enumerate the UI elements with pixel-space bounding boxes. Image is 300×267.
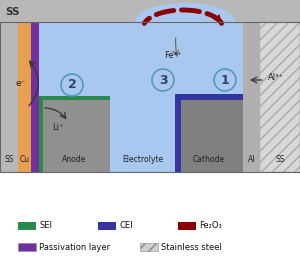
Text: Cu: Cu (20, 155, 30, 164)
Text: 2: 2 (68, 78, 76, 92)
Bar (175, 100, 181, 172)
Text: Stainless steel: Stainless steel (161, 242, 222, 252)
Bar (178, 222, 196, 230)
Text: 3: 3 (159, 73, 167, 87)
Bar (0, 22, 300, 172)
Text: SS: SS (4, 155, 14, 164)
Bar (98, 222, 116, 230)
Bar (39, 100, 43, 172)
Text: SEI: SEI (39, 222, 52, 230)
Text: CEI: CEI (119, 222, 133, 230)
Text: Fe₂O₃: Fe₂O₃ (199, 222, 222, 230)
Bar (243, 22, 260, 172)
Bar (260, 22, 300, 172)
Bar (140, 243, 158, 251)
Text: Li⁺: Li⁺ (52, 124, 64, 132)
Bar (175, 94, 243, 100)
Bar (18, 243, 36, 251)
Bar (18, 22, 31, 172)
Bar (39, 96, 110, 100)
Text: Electrolyte: Electrolyte (122, 155, 163, 164)
Bar (0, 22, 18, 172)
Bar (18, 222, 36, 230)
Bar (110, 164, 175, 172)
Text: 1: 1 (220, 73, 230, 87)
Text: Al³⁺: Al³⁺ (268, 73, 284, 83)
Text: Passivation layer: Passivation layer (39, 242, 110, 252)
Bar (175, 100, 243, 172)
Text: Cathode: Cathode (193, 155, 225, 164)
Bar (39, 22, 260, 100)
Text: Anode: Anode (62, 155, 87, 164)
Text: Al: Al (248, 155, 255, 164)
Text: SS: SS (5, 7, 19, 17)
Text: Fe³⁺: Fe³⁺ (164, 50, 182, 60)
Ellipse shape (135, 3, 235, 41)
Bar (31, 22, 39, 172)
Text: SS: SS (275, 155, 285, 164)
Text: e⁻: e⁻ (16, 78, 26, 88)
Bar (110, 100, 175, 172)
Bar (0, 0, 300, 22)
Bar (39, 100, 110, 172)
